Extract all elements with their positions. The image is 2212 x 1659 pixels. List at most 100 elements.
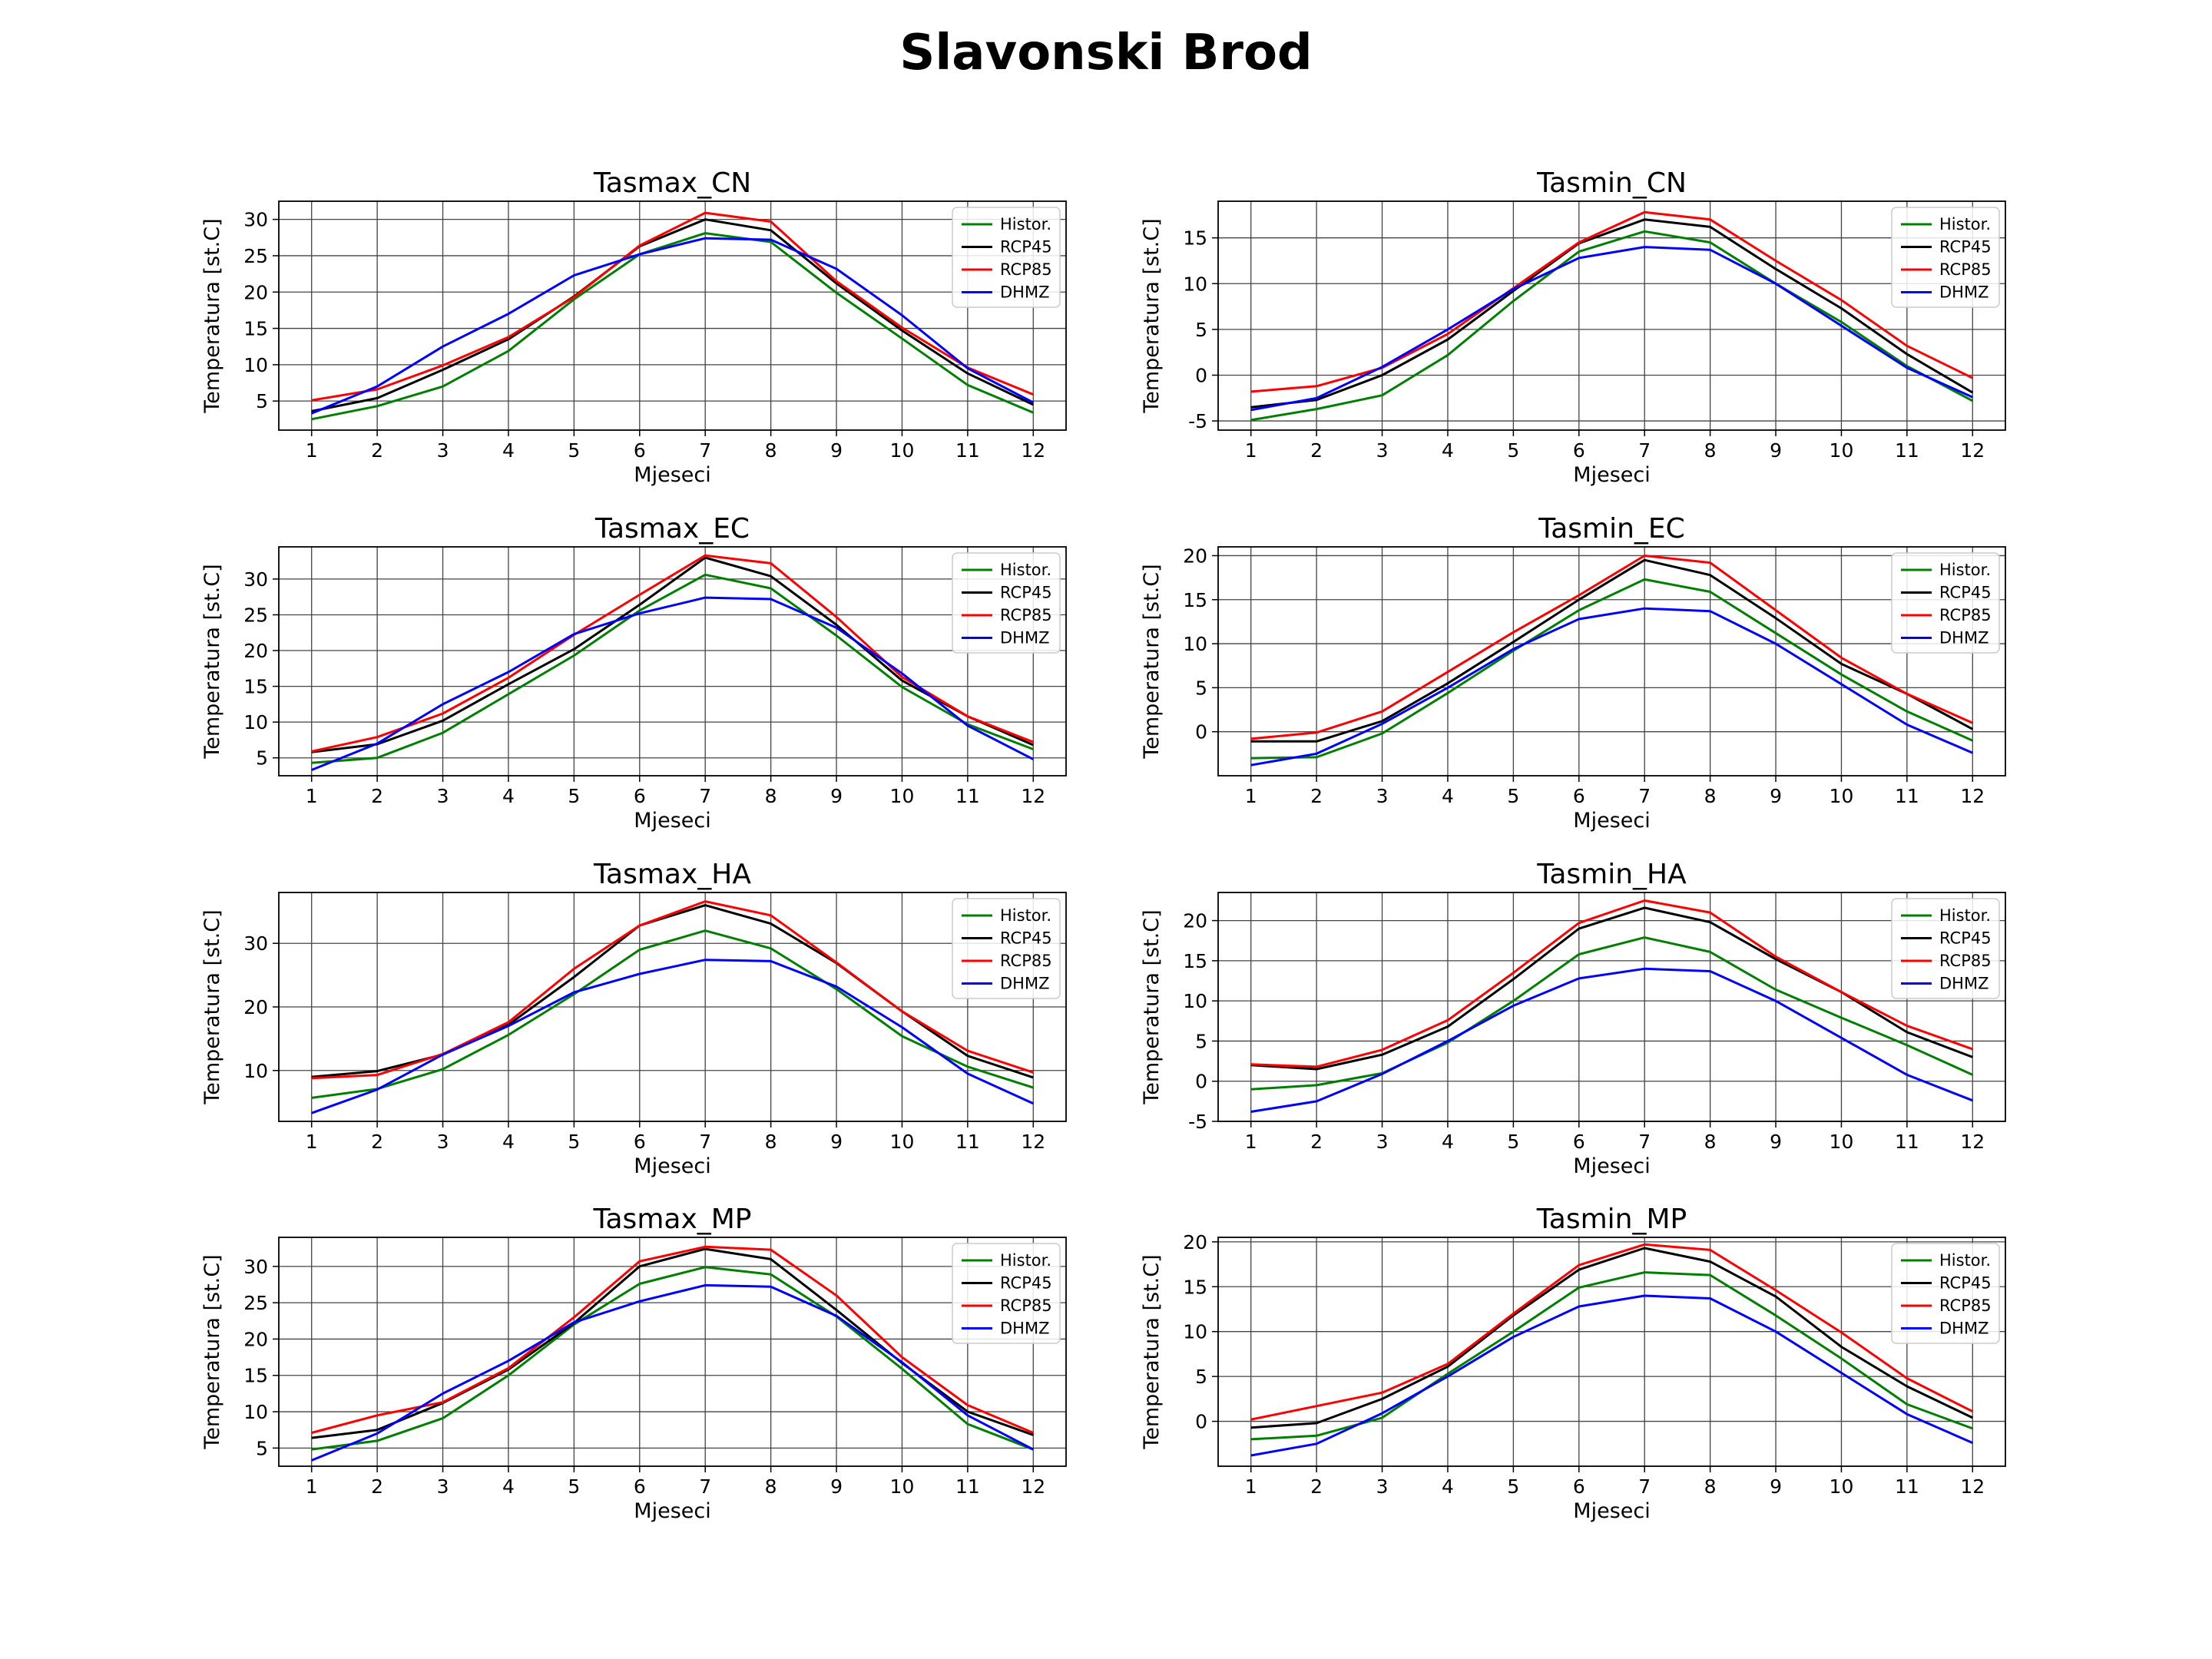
x-tick-label: 1 bbox=[306, 439, 318, 462]
legend-label: Histor. bbox=[1000, 561, 1051, 579]
panel-tasmin-mp: Tasmin_MP1 2 3 4 5 6 7 8 9 10 11 1205101520MjeseciT… bbox=[1140, 1204, 2006, 1523]
x-tick-label: 12 bbox=[1021, 1475, 1045, 1498]
x-tick-label: 2 bbox=[371, 439, 383, 462]
series-group bbox=[311, 900, 1034, 1114]
series-line-rcp45 bbox=[1250, 558, 1974, 743]
x-tick-label: 1 bbox=[306, 1475, 318, 1498]
series-line-rcp45 bbox=[311, 556, 1034, 753]
grid bbox=[1218, 1237, 2005, 1466]
y-axis-ticks: -5 0 5 10 15 bbox=[1183, 227, 1218, 432]
x-tick-label: 4 bbox=[502, 785, 515, 807]
panel-title: Tasmin_CN bbox=[1536, 167, 1687, 199]
x-tick-label: 10 bbox=[890, 1131, 915, 1153]
legend-label: DHMZ bbox=[1000, 1320, 1049, 1338]
x-tick-label: 11 bbox=[955, 785, 980, 807]
y-tick-label: 15 bbox=[243, 676, 268, 698]
x-axis-ticks: 1 2 3 4 5 6 7 8 9 10 11 12 bbox=[306, 1466, 1045, 1498]
x-tick-label: 6 bbox=[634, 785, 646, 807]
x-tick-label: 10 bbox=[1830, 785, 1854, 807]
x-tick-label: 6 bbox=[1573, 1131, 1585, 1153]
y-tick-label: 25 bbox=[243, 1292, 268, 1314]
y-axis-label: Temperatura [st.C] bbox=[1140, 909, 1164, 1104]
y-tick-label: 10 bbox=[243, 711, 268, 733]
x-tick-label: 4 bbox=[1442, 785, 1454, 807]
x-tick-label: 7 bbox=[1638, 439, 1651, 462]
y-tick-label: 10 bbox=[1183, 273, 1207, 295]
x-tick-label: 3 bbox=[1376, 1475, 1389, 1498]
legend-label: RCP45 bbox=[1000, 584, 1052, 602]
legend-box bbox=[952, 1243, 1061, 1344]
series-line-rcp85 bbox=[1250, 899, 1973, 1068]
series-line-rcp45 bbox=[1250, 218, 1974, 409]
x-axis-label: Mjeseci bbox=[1573, 463, 1650, 487]
x-tick-label: 12 bbox=[1021, 439, 1045, 462]
x-tick-label: 2 bbox=[371, 785, 383, 807]
figure-title: Slavonski Brod bbox=[899, 25, 1312, 81]
x-tick-label: 7 bbox=[699, 1131, 711, 1153]
y-tick-label: 15 bbox=[1183, 950, 1207, 972]
legend-label: RCP85 bbox=[1939, 606, 1992, 624]
legend-label: Histor. bbox=[1000, 1251, 1051, 1270]
x-axis-label: Mjeseci bbox=[1573, 809, 1650, 833]
y-axis-label: Temperatura [st.C] bbox=[200, 218, 224, 413]
legend-box bbox=[1891, 552, 2000, 654]
legend-label: RCP45 bbox=[1939, 238, 1992, 257]
series-line-histor bbox=[311, 232, 1034, 421]
x-tick-label: 9 bbox=[1770, 1475, 1782, 1498]
legend-label: Histor. bbox=[1939, 1251, 1991, 1270]
x-tick-label: 4 bbox=[1442, 1475, 1454, 1498]
y-axis-ticks: 0 5 10 15 20 bbox=[1183, 1231, 1218, 1433]
y-tick-label: 30 bbox=[243, 209, 268, 231]
legend-label: RCP45 bbox=[1000, 238, 1052, 257]
x-tick-label: 1 bbox=[306, 1131, 318, 1153]
x-tick-label: 5 bbox=[568, 1475, 580, 1498]
legend: Histor. RCP45 RCP85 DHMZ bbox=[1891, 552, 2000, 654]
x-axis-label: Mjeseci bbox=[1573, 1154, 1650, 1178]
x-tick-label: 9 bbox=[830, 1131, 843, 1153]
legend-label: Histor. bbox=[1000, 906, 1051, 925]
series-group bbox=[1250, 899, 1973, 1113]
series-line-rcp45 bbox=[311, 218, 1034, 412]
y-axis-ticks: 5 10 15 20 25 30 bbox=[243, 1256, 279, 1459]
x-tick-label: 5 bbox=[1507, 1131, 1519, 1153]
y-tick-label: 5 bbox=[1195, 1366, 1207, 1388]
legend: Histor. RCP45 RCP85 DHMZ bbox=[952, 207, 1061, 308]
legend-label: DHMZ bbox=[1939, 975, 1988, 993]
panel-title: Tasmax_EC bbox=[594, 513, 750, 545]
legend-label: RCP85 bbox=[1939, 260, 1992, 279]
x-tick-label: 7 bbox=[1638, 1475, 1651, 1498]
legend-label: RCP85 bbox=[1939, 952, 1992, 970]
y-tick-label: 25 bbox=[243, 245, 268, 267]
plot-frame bbox=[278, 546, 1067, 777]
y-tick-label: 0 bbox=[1195, 1071, 1207, 1093]
series-line-rcp85 bbox=[311, 1245, 1034, 1434]
series-line-histor bbox=[311, 1266, 1034, 1451]
legend-label: RCP85 bbox=[1000, 952, 1052, 970]
y-tick-label: 15 bbox=[243, 318, 268, 340]
series-group bbox=[311, 211, 1034, 421]
panel-tasmax-mp: Tasmax_MP1 2 3 4 5 6 7 8 9 10 11 1251015202530Mjese… bbox=[200, 1204, 1067, 1523]
series-line-dhmz bbox=[1250, 607, 1973, 767]
series-line-rcp85 bbox=[1250, 555, 1973, 740]
x-tick-label: 4 bbox=[502, 1131, 515, 1153]
series-line-dhmz bbox=[1250, 246, 1973, 412]
x-tick-label: 8 bbox=[765, 1131, 777, 1153]
x-tick-label: 5 bbox=[1507, 1475, 1519, 1498]
x-axis-label: Mjeseci bbox=[634, 809, 710, 833]
plot-frame bbox=[278, 892, 1067, 1122]
panel-title: Tasmax_HA bbox=[593, 859, 751, 890]
y-tick-label: 5 bbox=[256, 390, 268, 412]
x-tick-label: 8 bbox=[765, 1475, 777, 1498]
series-line-histor bbox=[1250, 578, 1973, 760]
x-axis-ticks: 1 2 3 4 5 6 7 8 9 10 11 12 bbox=[306, 1121, 1045, 1153]
legend-label: RCP45 bbox=[1939, 1274, 1992, 1293]
legend: Histor. RCP45 RCP85 DHMZ bbox=[1891, 898, 2000, 999]
x-tick-label: 6 bbox=[1573, 439, 1585, 462]
legend-label: Histor. bbox=[1000, 215, 1051, 233]
x-tick-label: 3 bbox=[437, 439, 449, 462]
y-tick-label: 5 bbox=[1195, 319, 1207, 341]
y-tick-label: 15 bbox=[1183, 1276, 1207, 1298]
x-tick-label: 2 bbox=[371, 1475, 383, 1498]
x-tick-label: 1 bbox=[306, 785, 318, 807]
x-tick-label: 5 bbox=[1507, 439, 1519, 462]
